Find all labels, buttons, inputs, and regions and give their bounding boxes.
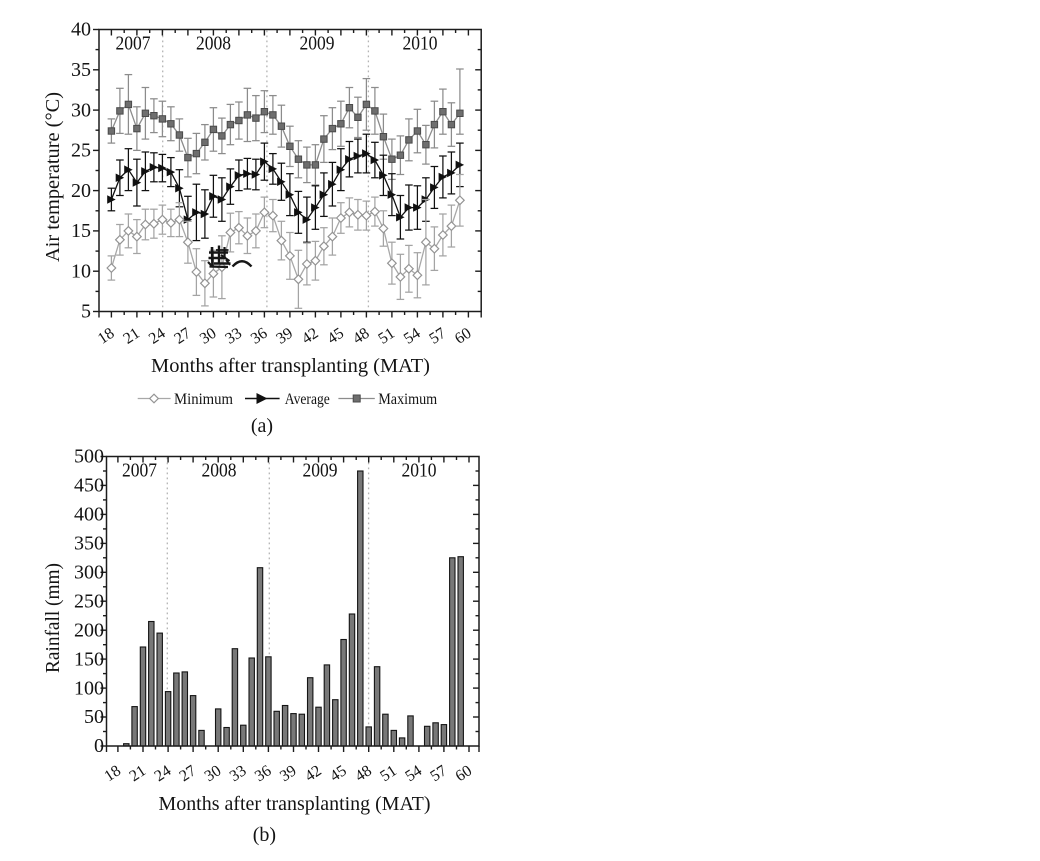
- svg-text:Months after transplanting (MA: Months after transplanting (MAT): [151, 355, 430, 377]
- svg-text:(a): (a): [251, 415, 273, 437]
- svg-text:60: 60: [452, 325, 475, 348]
- svg-text:150: 150: [74, 648, 104, 670]
- svg-text:2007: 2007: [116, 33, 151, 55]
- svg-text:Rainfall (mm): Rainfall (mm): [42, 563, 64, 673]
- svg-text:24: 24: [152, 762, 175, 785]
- svg-text:36: 36: [248, 325, 271, 348]
- svg-text:45: 45: [324, 325, 347, 348]
- svg-text:27: 27: [171, 325, 194, 348]
- svg-text:57: 57: [426, 325, 449, 348]
- svg-text:2007: 2007: [122, 460, 157, 482]
- svg-text:Minimum: Minimum: [174, 391, 234, 408]
- svg-text:21: 21: [127, 762, 150, 785]
- svg-text:Months after transplanting (MA: Months after transplanting (MAT): [159, 793, 431, 815]
- svg-text:2009: 2009: [300, 33, 335, 55]
- svg-text:35: 35: [71, 59, 91, 81]
- svg-text:39: 39: [277, 762, 300, 785]
- svg-text:30: 30: [202, 762, 225, 785]
- svg-text:2009: 2009: [303, 460, 338, 482]
- svg-text:54: 54: [402, 762, 425, 785]
- svg-text:36: 36: [252, 762, 275, 785]
- svg-text:15: 15: [71, 220, 91, 242]
- svg-text:350: 350: [74, 533, 104, 555]
- svg-text:Average: Average: [285, 391, 330, 408]
- svg-text:200: 200: [74, 619, 104, 641]
- svg-text:60: 60: [453, 762, 476, 785]
- svg-text:51: 51: [375, 325, 398, 348]
- svg-text:20: 20: [71, 180, 91, 202]
- svg-text:33: 33: [227, 762, 250, 785]
- svg-text:(b): (b): [253, 824, 276, 846]
- svg-text:30: 30: [197, 325, 220, 348]
- svg-text:2010: 2010: [402, 460, 437, 482]
- svg-text:400: 400: [74, 504, 104, 526]
- svg-text:2008: 2008: [202, 460, 237, 482]
- svg-text:21: 21: [120, 325, 143, 348]
- svg-text:40: 40: [71, 19, 91, 41]
- svg-text:100: 100: [74, 677, 104, 699]
- svg-text:25: 25: [71, 140, 91, 162]
- svg-text:10: 10: [71, 260, 91, 282]
- svg-text:48: 48: [350, 325, 373, 348]
- svg-text:42: 42: [299, 325, 322, 348]
- svg-text:18: 18: [95, 325, 118, 348]
- svg-text:Maximum: Maximum: [378, 391, 437, 408]
- svg-text:50: 50: [84, 706, 104, 728]
- svg-text:27: 27: [177, 762, 200, 785]
- svg-text:0: 0: [94, 735, 104, 757]
- svg-text:33: 33: [222, 325, 245, 348]
- svg-text:250: 250: [74, 591, 104, 613]
- svg-text:48: 48: [352, 762, 375, 785]
- svg-text:2010: 2010: [403, 33, 438, 55]
- svg-text:45: 45: [327, 762, 350, 785]
- svg-text:300: 300: [74, 562, 104, 584]
- svg-text:54: 54: [401, 325, 424, 348]
- svg-text:2008: 2008: [196, 33, 231, 55]
- svg-text:57: 57: [427, 762, 450, 785]
- svg-text:5: 5: [81, 301, 91, 323]
- svg-text:24: 24: [146, 325, 169, 348]
- svg-text:450: 450: [74, 475, 104, 497]
- svg-text:42: 42: [302, 762, 325, 785]
- svg-text:51: 51: [377, 762, 400, 785]
- svg-text:18: 18: [101, 762, 124, 785]
- svg-text:39: 39: [273, 325, 296, 348]
- svg-text:30: 30: [71, 99, 91, 121]
- svg-text:500: 500: [74, 446, 104, 468]
- svg-text:Air temperature (°C): Air temperature (°C): [42, 92, 64, 262]
